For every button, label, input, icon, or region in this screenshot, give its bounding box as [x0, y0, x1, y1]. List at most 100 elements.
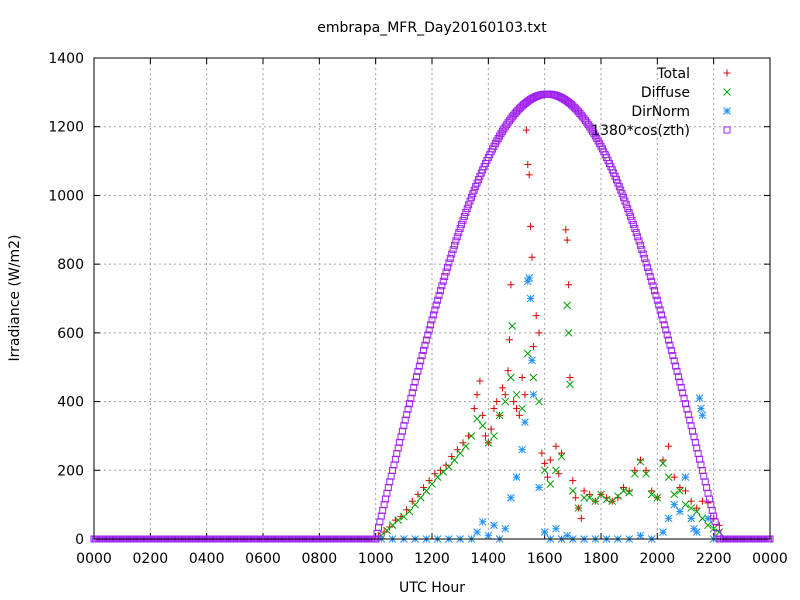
curve-point	[411, 378, 419, 386]
curve-point	[449, 246, 457, 254]
data-point	[515, 411, 523, 419]
curve-point	[377, 512, 385, 520]
curve-point	[667, 346, 675, 354]
data-point	[512, 390, 521, 399]
y-tick-label: 1000	[48, 188, 84, 204]
data-point	[546, 456, 554, 464]
data-point	[473, 528, 481, 536]
data-point	[518, 445, 526, 454]
curve-point	[615, 183, 623, 191]
curve-point	[632, 229, 640, 237]
data-point	[687, 514, 695, 523]
plot-frame	[93, 57, 771, 540]
data-point	[698, 497, 706, 505]
curve-point	[711, 518, 719, 526]
data-point	[665, 442, 673, 450]
data-point	[564, 329, 573, 337]
data-point	[676, 483, 684, 491]
data-point	[664, 514, 673, 523]
x-tick-label: 1400	[471, 551, 507, 567]
data-point	[572, 494, 580, 502]
curve-point	[417, 357, 425, 365]
data-point	[456, 449, 465, 457]
curve-point	[638, 246, 646, 254]
data-point	[557, 452, 566, 461]
data-point	[527, 222, 535, 230]
x-tick-label: 0400	[189, 551, 225, 567]
data-point	[563, 531, 572, 540]
data-point	[498, 384, 506, 392]
data-point	[501, 397, 510, 406]
data-point	[698, 411, 707, 420]
data-point	[529, 390, 538, 399]
curve-point	[624, 205, 632, 213]
data-point	[524, 161, 532, 169]
data-point	[563, 301, 572, 310]
curve-point	[393, 450, 401, 458]
curve-point	[463, 205, 471, 213]
data-point	[682, 487, 689, 495]
legend-label: DirNorm	[631, 104, 690, 120]
curve-point	[703, 484, 711, 492]
curve-point	[431, 306, 439, 314]
data-point	[529, 343, 537, 351]
data-point	[478, 421, 487, 430]
curve-point	[413, 373, 421, 381]
data-point	[568, 487, 577, 495]
curve-point	[631, 224, 639, 232]
curve-point	[660, 321, 668, 329]
data-point	[577, 514, 585, 522]
data-point	[670, 500, 679, 509]
curve-point	[665, 336, 673, 344]
data-point	[507, 373, 515, 382]
data-point	[473, 414, 481, 423]
data-point	[495, 411, 504, 420]
curve-point	[620, 193, 628, 201]
data-point	[518, 374, 526, 382]
data-point	[504, 367, 512, 375]
curve-point	[694, 450, 702, 458]
curve-point	[634, 233, 642, 241]
data-point	[501, 524, 510, 533]
data-point	[521, 391, 529, 399]
curve-point	[635, 237, 643, 245]
x-tick-label: 0200	[133, 551, 169, 567]
curve-point	[652, 291, 660, 299]
legend-label: Diffuse	[641, 85, 690, 101]
y-tick-label: 1400	[48, 51, 84, 67]
x-tick-label: 1200	[414, 551, 450, 567]
data-point	[535, 329, 543, 337]
data-point	[484, 531, 493, 540]
data-point	[563, 236, 571, 244]
curve-point	[451, 241, 459, 249]
data-point	[450, 456, 459, 464]
curve-point	[434, 296, 442, 304]
curve-point	[391, 455, 399, 463]
curve-point	[656, 306, 664, 314]
data-point	[490, 404, 498, 412]
curve-point	[390, 461, 398, 469]
curve-point	[408, 389, 416, 397]
data-point	[512, 473, 521, 482]
data-point	[647, 490, 656, 499]
curve-point	[443, 263, 451, 271]
curve-point	[669, 352, 677, 360]
curve-point	[470, 186, 478, 194]
legend-label: 1380*cos(zth)	[591, 123, 690, 139]
data-point	[521, 418, 529, 427]
data-point	[416, 493, 425, 502]
curve-point	[414, 367, 422, 375]
curve-point	[658, 311, 666, 319]
legend-marker	[723, 88, 731, 96]
curve-point	[436, 287, 444, 295]
data-point	[636, 457, 645, 466]
data-point	[695, 394, 704, 402]
curve-point	[435, 291, 443, 299]
curve-point	[617, 186, 625, 194]
data-point	[394, 516, 403, 524]
curve-point	[428, 316, 436, 324]
series-cross	[377, 301, 724, 540]
data-point	[403, 506, 411, 514]
curve-point	[458, 220, 466, 228]
curve-point	[666, 341, 674, 349]
